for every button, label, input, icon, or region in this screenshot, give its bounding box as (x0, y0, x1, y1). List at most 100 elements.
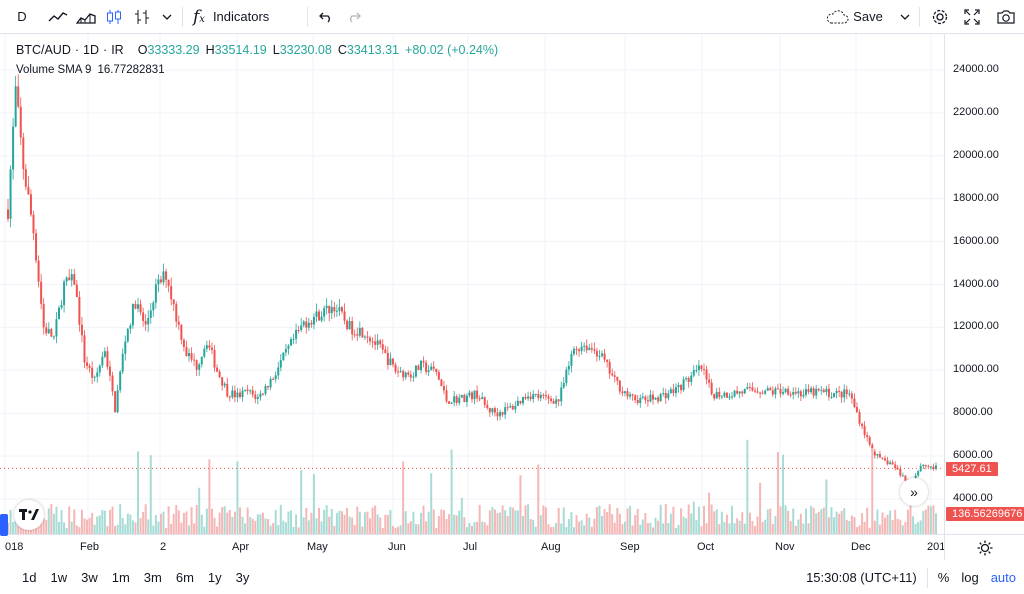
price-axis[interactable]: 24000.00 22000.00 20000.00 18000.00 16000.00… (944, 34, 1024, 534)
candle-body (662, 392, 665, 395)
candle-body (690, 375, 693, 382)
volume-bar (93, 524, 96, 534)
candle-body (634, 395, 637, 400)
volume-bar (425, 521, 428, 534)
range-1m-button[interactable]: 1m (111, 570, 130, 585)
volume-bar (302, 517, 305, 534)
volume-bar (198, 487, 201, 534)
volume-bar (700, 526, 703, 534)
candle-body (9, 169, 12, 219)
candle-body (687, 378, 690, 382)
volume-bar (363, 512, 366, 534)
candle-body (103, 351, 106, 357)
volume-bar (356, 506, 359, 534)
candle-body (861, 423, 864, 426)
candles-icon[interactable] (100, 0, 128, 34)
candle-body (165, 271, 168, 280)
tradingview-logo[interactable] (14, 500, 44, 530)
volume-bar (269, 525, 272, 534)
candle-body (182, 339, 185, 348)
interval-button[interactable]: D (0, 0, 44, 34)
volume-bar (376, 514, 379, 534)
range-1w-button[interactable]: 1w (50, 570, 68, 585)
volume-bar (420, 512, 423, 534)
save-menu-chevron-icon[interactable] (895, 0, 915, 34)
candle-body (116, 390, 119, 413)
range-1y-button[interactable]: 1y (207, 570, 222, 585)
volume-bar (542, 505, 545, 534)
candle-body (124, 341, 127, 354)
clock-timezone[interactable]: 15:30:08 (UTC+11) (806, 570, 917, 585)
candle-body (557, 399, 560, 402)
volume-bar (621, 524, 624, 534)
candle-body (769, 388, 772, 391)
range-1d-button[interactable]: 1d (22, 570, 37, 585)
candle-body (144, 321, 147, 325)
candle-body (37, 260, 40, 282)
time-tick-label: 018 (5, 541, 24, 553)
candle-body (50, 329, 53, 337)
volume-bar (226, 512, 229, 534)
fullscreen-icon[interactable] (956, 0, 988, 34)
candle-body (221, 377, 224, 386)
candle-body (881, 457, 884, 459)
range-6m-button[interactable]: 6m (175, 570, 194, 585)
percent-scale-toggle[interactable]: % (937, 570, 950, 585)
save-button[interactable]: Save (813, 0, 895, 34)
compare-bars-icon[interactable] (128, 0, 156, 34)
log-scale-toggle[interactable]: log (961, 570, 979, 585)
range-3m-button[interactable]: 3m (143, 570, 162, 585)
volume-bar (506, 515, 509, 534)
volume-bar (182, 512, 185, 534)
volume-bar (935, 513, 937, 534)
candle-body (282, 352, 285, 361)
candle-body (496, 412, 499, 417)
candle-body (682, 379, 685, 391)
volume-bar (534, 526, 537, 534)
camera-icon[interactable] (988, 0, 1024, 34)
candle-body (932, 466, 935, 469)
range-3w-button[interactable]: 3w (81, 570, 98, 585)
candle-body (27, 186, 30, 195)
volume-bar (603, 509, 606, 534)
auto-scale-toggle[interactable]: auto (990, 570, 1016, 585)
volume-bar (315, 518, 318, 534)
area-chart-icon[interactable] (72, 0, 100, 34)
candle-body (42, 303, 45, 328)
volume-bar (162, 511, 165, 534)
volume-bar (463, 517, 466, 534)
symbol-name[interactable]: BTC/AUD (16, 43, 71, 57)
candle-body (514, 405, 517, 410)
candle-body (674, 387, 677, 394)
candle-body (407, 372, 410, 375)
axis-settings-button[interactable] (944, 534, 1024, 560)
volume-bar (96, 516, 99, 534)
redo-icon[interactable] (340, 0, 368, 34)
candle-body (560, 387, 563, 402)
volume-bar (894, 509, 897, 534)
settings-gear-icon[interactable] (924, 0, 956, 34)
candle-body (873, 451, 876, 456)
candle-body (672, 389, 675, 394)
range-3y-button[interactable]: 3y (235, 570, 250, 585)
time-axis[interactable]: 018 Feb 2 Apr May Jun Jul Aug Sep Oct Nov Dec 201 (0, 534, 945, 560)
undo-icon[interactable] (312, 0, 340, 34)
indicators-button[interactable]: fx Indicators (187, 0, 303, 34)
candle-body (759, 392, 762, 394)
volume-bar (167, 506, 170, 534)
volume-indicator-label[interactable]: Volume SMA 9 (16, 64, 92, 76)
line-chart-icon[interactable] (44, 0, 72, 34)
candle-body (891, 462, 894, 465)
volume-bar (830, 507, 833, 534)
volume-bar (662, 523, 665, 534)
candle-body (200, 356, 203, 365)
scroll-to-realtime-button[interactable]: » (900, 478, 928, 506)
volume-bar (631, 525, 634, 534)
chevron-down-icon[interactable] (156, 0, 178, 34)
candle-body (697, 365, 700, 371)
volume-bar (239, 507, 241, 534)
candle-body (437, 372, 440, 380)
pane-resize-handle[interactable] (0, 514, 8, 536)
candle-body (448, 401, 451, 404)
chart-pane[interactable] (0, 34, 944, 534)
